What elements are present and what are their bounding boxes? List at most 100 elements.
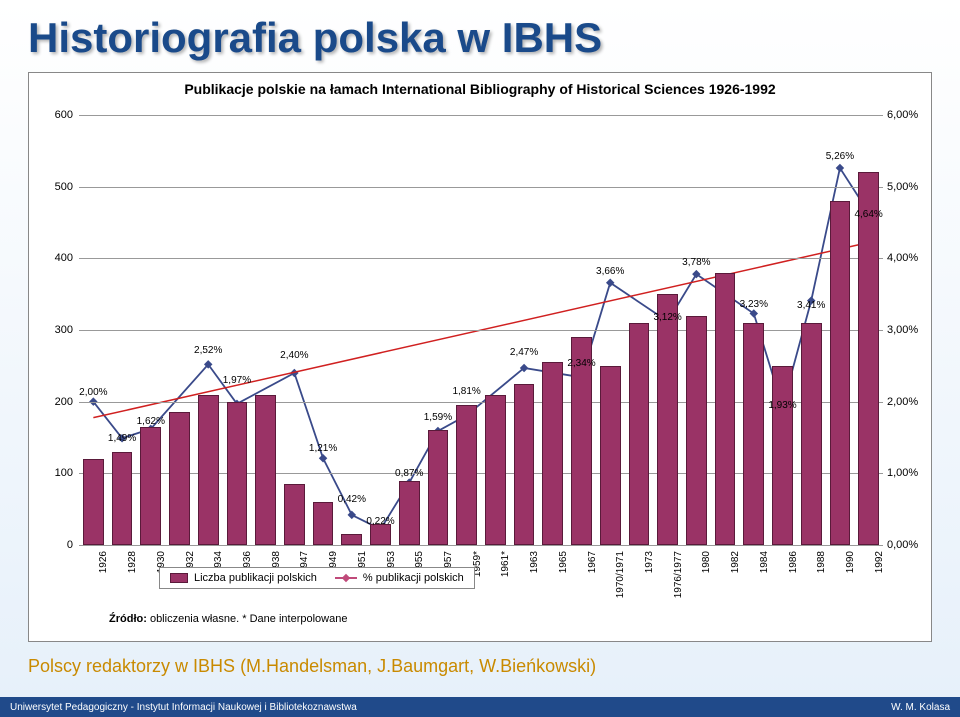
data-label: 3,12% [653, 312, 681, 323]
data-label: 2,52% [194, 345, 222, 356]
bar [686, 316, 707, 545]
y-right-label: 1,00% [887, 467, 927, 479]
legend-bar: Liczba publikacji polskich [170, 572, 317, 584]
data-label: 3,78% [682, 257, 710, 268]
x-category: 1976/1977 [673, 551, 684, 598]
gridline [79, 258, 883, 259]
bar [542, 362, 563, 545]
data-label: 1,93% [768, 400, 796, 411]
y-left-label: 600 [43, 109, 73, 121]
x-category: 1988 [816, 551, 827, 573]
chart-title: Publikacje polskie na łamach Internation… [29, 73, 931, 97]
y-left-label: 500 [43, 181, 73, 193]
legend-bar-swatch [170, 573, 188, 583]
bar [514, 384, 535, 545]
data-label: 0,22% [366, 516, 394, 527]
bar [83, 459, 104, 545]
data-label: 2,34% [567, 358, 595, 369]
gridline [79, 187, 883, 188]
y-left-label: 300 [43, 324, 73, 336]
bar [801, 323, 822, 545]
data-label: 1,21% [309, 443, 337, 454]
bar [140, 427, 161, 545]
gridline [79, 115, 883, 116]
chart-source: Źródło: obliczenia własne. * Dane interp… [109, 613, 347, 625]
slide-title: Historiografia polska w IBHS [0, 0, 960, 62]
x-category: 1967 [587, 551, 598, 573]
bar [485, 395, 506, 546]
bar [227, 402, 248, 545]
x-category: 1984 [759, 551, 770, 573]
source-text: obliczenia własne. * Dane interpolowane [147, 613, 348, 625]
data-label: 0,87% [395, 468, 423, 479]
data-label: 2,40% [280, 350, 308, 361]
x-category: 1973 [644, 551, 655, 573]
bar [284, 484, 305, 545]
data-label: 1,81% [452, 386, 480, 397]
legend-line: % publikacji polskich [335, 572, 464, 584]
bar [657, 294, 678, 545]
y-right-label: 0,00% [887, 539, 927, 551]
bar [715, 273, 736, 545]
chart-container: Publikacje polskie na łamach Internation… [28, 72, 932, 642]
line-marker [348, 511, 356, 519]
bar [743, 323, 764, 545]
data-label: 3,66% [596, 266, 624, 277]
x-category: 1928 [127, 551, 138, 573]
x-category: 1965 [558, 551, 569, 573]
footer-left: Uniwersytet Pedagogiczny - Instytut Info… [10, 702, 357, 713]
x-category: 1982 [730, 551, 741, 573]
bar [112, 452, 133, 545]
x-category: 1926 [98, 551, 109, 573]
legend-bar-label: Liczba publikacji polskich [194, 572, 317, 584]
legend-line-swatch [335, 577, 357, 579]
bar [600, 366, 621, 545]
bar [830, 201, 851, 545]
data-label: 4,64% [854, 209, 882, 220]
data-label: 5,26% [826, 151, 854, 162]
y-right-label: 2,00% [887, 396, 927, 408]
data-label: 2,47% [510, 347, 538, 358]
data-label: 3,41% [797, 300, 825, 311]
data-label: 2,00% [79, 387, 107, 398]
bar [169, 412, 190, 545]
line-marker [319, 454, 327, 462]
data-label: 1,59% [424, 412, 452, 423]
bar [772, 366, 793, 545]
x-category: 1980 [701, 551, 712, 573]
y-right-label: 4,00% [887, 252, 927, 264]
x-category: 1961* [500, 551, 511, 577]
data-label: 3,23% [740, 299, 768, 310]
x-category: 1986 [788, 551, 799, 573]
data-label: 0,42% [338, 494, 366, 505]
bar [341, 534, 362, 545]
footer-right: W. M. Kolasa [891, 702, 950, 713]
footer: Uniwersytet Pedagogiczny - Instytut Info… [0, 697, 960, 717]
bar [399, 481, 420, 546]
gridline [79, 545, 883, 546]
legend-line-label: % publikacji polskich [363, 572, 464, 584]
bar [456, 405, 477, 545]
subtitle: Polscy redaktorzy w IBHS (M.Handelsman, … [28, 656, 596, 677]
x-category: 1990 [845, 551, 856, 573]
y-right-label: 5,00% [887, 181, 927, 193]
y-left-label: 100 [43, 467, 73, 479]
bar [313, 502, 334, 545]
data-label: 1,49% [108, 433, 136, 444]
y-right-label: 3,00% [887, 324, 927, 336]
bar [198, 395, 219, 546]
x-category: 1992 [874, 551, 885, 573]
data-label: 1,62% [137, 416, 165, 427]
slide: Historiografia polska w IBHS Publikacje … [0, 0, 960, 717]
source-label: Źródło: [109, 613, 147, 625]
data-label: 1,97% [223, 375, 251, 386]
x-category: 1963 [529, 551, 540, 573]
bar [255, 395, 276, 546]
y-left-label: 200 [43, 396, 73, 408]
chart-plot: 01002003004005006000,00%1,00%2,00%3,00%4… [79, 115, 883, 545]
legend: Liczba publikacji polskich % publikacji … [159, 567, 475, 589]
y-right-label: 6,00% [887, 109, 927, 121]
bar [428, 430, 449, 545]
y-left-label: 400 [43, 252, 73, 264]
bar [858, 172, 879, 545]
